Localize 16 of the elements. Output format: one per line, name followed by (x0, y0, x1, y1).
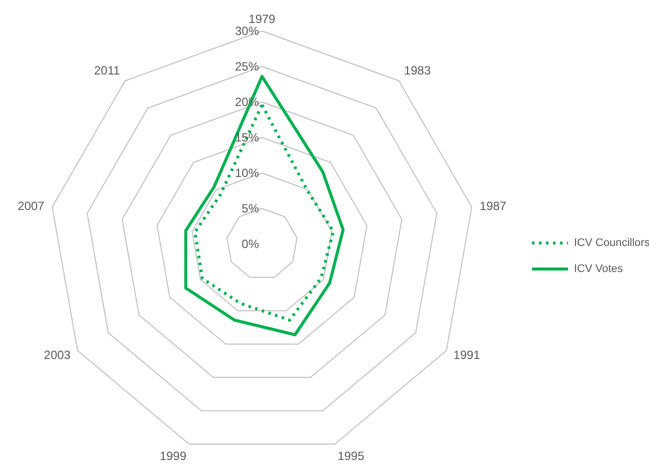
y-tick-label: 0% (242, 237, 260, 251)
spoke-label: 1983 (404, 64, 432, 78)
spoke-label: 2003 (44, 348, 71, 362)
spoke-label: 1995 (338, 449, 365, 464)
spoke-label: 2011 (94, 64, 120, 78)
spoke-label: 1999 (160, 449, 187, 464)
y-tick-label: 5% (242, 202, 260, 216)
legend-label: ICV Votes (574, 263, 623, 275)
legend-label: ICV Councillors (574, 237, 649, 249)
y-tick-label: 30% (234, 24, 260, 38)
spoke-label: 1991 (453, 348, 480, 362)
spoke-label: 2007 (18, 198, 45, 213)
spoke-label: 1987 (480, 198, 507, 213)
spoke-label: 1979 (248, 12, 276, 26)
y-tick-label: 10% (234, 166, 260, 180)
y-tick-label: 25% (234, 60, 260, 74)
